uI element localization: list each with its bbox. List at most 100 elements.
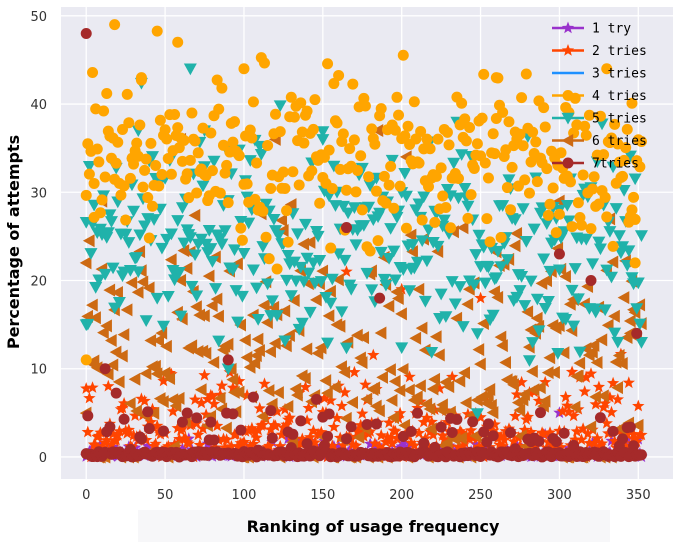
data-point [81,425,94,438]
data-point [479,157,491,169]
data-point [96,194,108,206]
legend-item: 4 tries [552,89,647,104]
data-point [534,381,546,395]
data-point [204,243,218,255]
legend-marker [562,157,574,169]
data-point [557,346,570,360]
data-point [593,243,607,256]
data-point [340,184,352,196]
data-point [196,180,210,193]
data-point [262,139,274,151]
data-point [298,137,310,149]
data-point [469,437,482,450]
data-point [548,441,561,454]
data-point [330,411,344,424]
data-point [560,199,574,212]
data-point [250,431,263,443]
data-point [386,437,399,449]
data-point [162,439,175,452]
data-point [303,235,316,249]
data-point [80,27,92,39]
data-point [412,426,426,439]
data-point [393,109,405,121]
data-point [231,439,244,452]
data-point [393,384,406,398]
data-point [520,68,532,80]
data-point [80,354,92,366]
data-point [519,235,533,248]
data-point [214,388,227,401]
data-point [110,387,122,399]
data-point [150,159,162,171]
data-point [617,185,631,197]
data-point [111,285,123,299]
data-point [181,168,193,180]
data-point [194,383,207,397]
data-point [580,371,593,383]
data-point [205,416,217,428]
data-point [106,358,119,372]
data-point [406,239,420,251]
data-point [552,194,565,208]
data-point [121,88,133,100]
data-point [340,265,353,277]
data-point [458,366,470,380]
data-point [307,123,319,135]
data-point [338,365,351,379]
data-point [410,256,424,269]
data-point [157,320,171,333]
x-tick-labels: 0 50 100 150 200 250 300 350 [82,488,651,503]
data-point [190,290,204,303]
data-point [227,408,239,420]
data-point [359,378,372,390]
data-point [599,397,612,409]
data-point [116,401,129,414]
data-point [463,432,476,445]
data-point [172,266,186,279]
data-point [150,292,164,305]
data-point [543,351,556,365]
data-point [505,204,517,216]
data-point [467,279,481,292]
data-point [263,253,275,265]
data-point [323,408,335,420]
data-point [499,356,512,370]
data-point [133,229,147,242]
data-point [340,433,352,445]
data-point [491,245,505,258]
data-point [446,370,459,383]
data-point [370,185,382,197]
data-point [177,244,190,258]
data-point [592,236,606,249]
data-point [319,374,332,388]
data-point [425,422,437,436]
data-point [100,433,113,446]
data-point [300,252,314,265]
data-point [326,183,338,195]
data-point [564,176,576,188]
data-point [333,319,346,333]
data-points [79,19,648,464]
data-point [195,396,208,409]
data-point [241,178,253,190]
data-point [579,120,591,132]
data-point [350,186,362,198]
data-point [152,333,164,347]
data-point [618,154,630,166]
data-point [608,327,622,340]
data-point [468,162,480,174]
data-point [278,402,292,415]
data-point [418,343,431,357]
data-point [196,422,210,435]
x-tick-label: 350 [626,488,651,503]
data-point [245,421,258,434]
data-point [535,426,549,438]
data-point [264,345,276,359]
data-point [352,425,366,438]
data-point [237,248,251,260]
data-point [388,274,402,287]
data-point [101,227,115,239]
data-point [531,176,543,188]
data-point [143,423,155,435]
data-point [283,411,296,424]
